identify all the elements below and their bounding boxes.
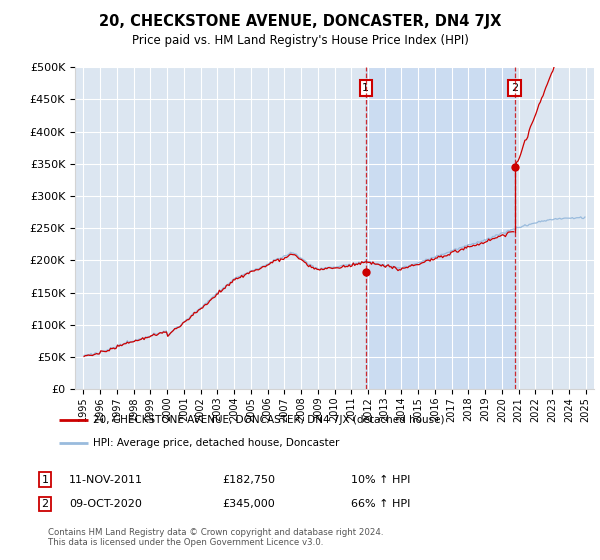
- Text: 10% ↑ HPI: 10% ↑ HPI: [351, 475, 410, 485]
- Text: 1: 1: [41, 475, 49, 485]
- Text: 66% ↑ HPI: 66% ↑ HPI: [351, 499, 410, 509]
- Text: 09-OCT-2020: 09-OCT-2020: [69, 499, 142, 509]
- Text: 2: 2: [41, 499, 49, 509]
- Text: 20, CHECKSTONE AVENUE, DONCASTER, DN4 7JX (detached house): 20, CHECKSTONE AVENUE, DONCASTER, DN4 7J…: [93, 416, 445, 426]
- Text: Price paid vs. HM Land Registry's House Price Index (HPI): Price paid vs. HM Land Registry's House …: [131, 34, 469, 46]
- Text: Contains HM Land Registry data © Crown copyright and database right 2024.
This d: Contains HM Land Registry data © Crown c…: [48, 528, 383, 547]
- Text: 20, CHECKSTONE AVENUE, DONCASTER, DN4 7JX: 20, CHECKSTONE AVENUE, DONCASTER, DN4 7J…: [99, 14, 501, 29]
- Text: 1: 1: [362, 83, 370, 93]
- Bar: [366, 67, 515, 389]
- Text: HPI: Average price, detached house, Doncaster: HPI: Average price, detached house, Donc…: [93, 438, 339, 448]
- Text: 11-NOV-2011: 11-NOV-2011: [69, 475, 143, 485]
- Text: 2: 2: [511, 83, 518, 93]
- Text: £182,750: £182,750: [222, 475, 275, 485]
- Text: £345,000: £345,000: [222, 499, 275, 509]
